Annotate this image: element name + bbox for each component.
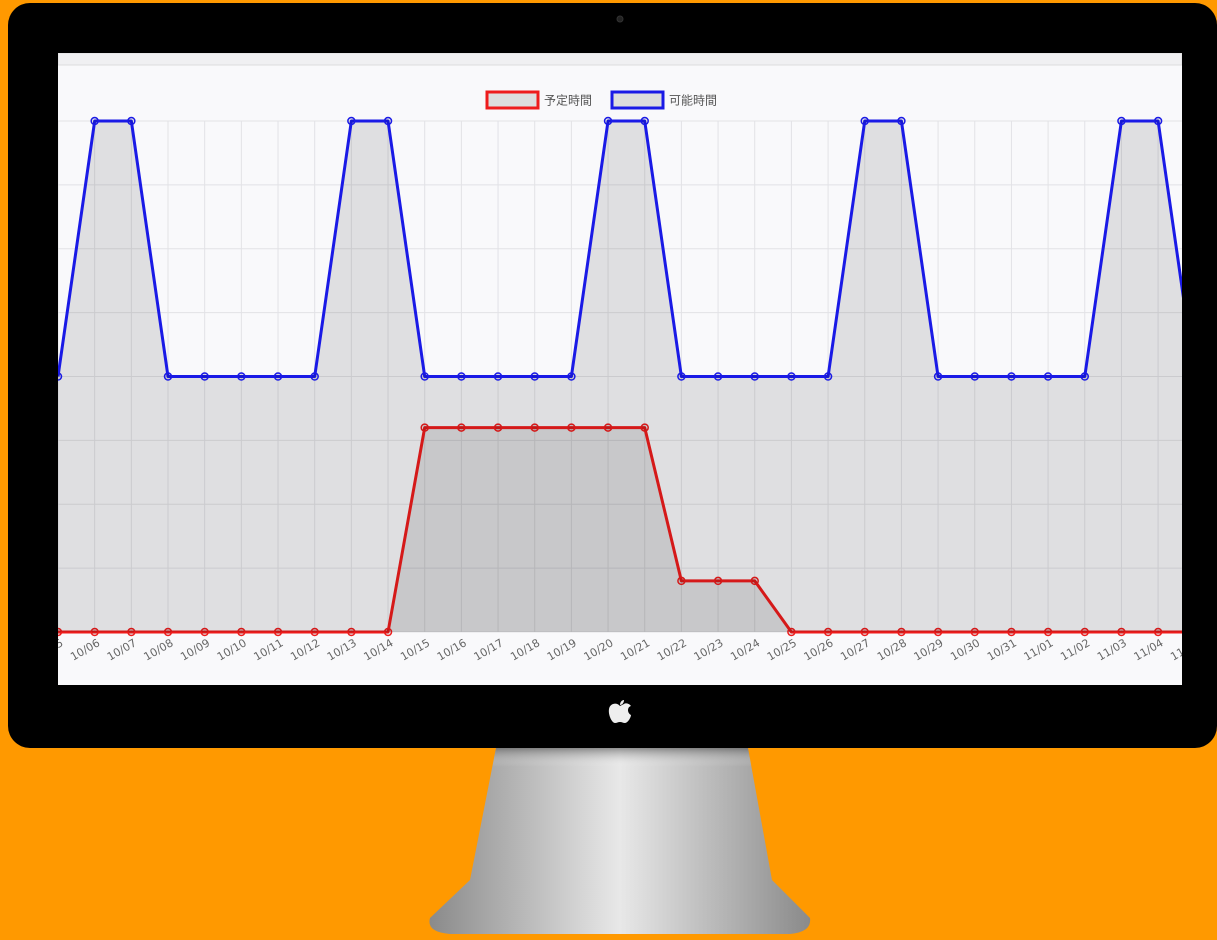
point	[1045, 373, 1052, 380]
point	[971, 373, 978, 380]
point	[1155, 118, 1162, 125]
point	[201, 373, 208, 380]
point	[715, 373, 722, 380]
legend-label: 可能時間	[669, 94, 717, 108]
point	[128, 118, 135, 125]
legend-swatch	[612, 92, 663, 108]
point	[935, 373, 942, 380]
point	[1081, 373, 1088, 380]
legend-swatch	[487, 92, 538, 108]
legend-label: 予定時間	[544, 93, 592, 108]
point	[641, 118, 648, 125]
point	[165, 373, 172, 380]
stand-shade	[484, 748, 760, 810]
point	[751, 373, 758, 380]
point	[421, 373, 428, 380]
point	[1008, 373, 1015, 380]
point	[825, 373, 832, 380]
point	[238, 373, 245, 380]
camera	[617, 16, 623, 22]
point	[605, 118, 612, 125]
point	[458, 373, 465, 380]
point	[91, 118, 98, 125]
page: 10/0510/0610/0710/0810/0910/1010/1110/12…	[0, 0, 1217, 940]
point	[568, 373, 575, 380]
screen: 10/0510/0610/0710/0810/0910/1010/1110/12…	[32, 53, 1203, 685]
point	[495, 373, 502, 380]
point	[385, 118, 392, 125]
point	[531, 373, 538, 380]
point	[275, 373, 282, 380]
point	[1118, 118, 1125, 125]
point	[861, 118, 868, 125]
point	[678, 373, 685, 380]
point	[898, 118, 905, 125]
header-bar	[58, 53, 1182, 65]
point	[311, 373, 318, 380]
point	[348, 118, 355, 125]
point	[788, 373, 795, 380]
